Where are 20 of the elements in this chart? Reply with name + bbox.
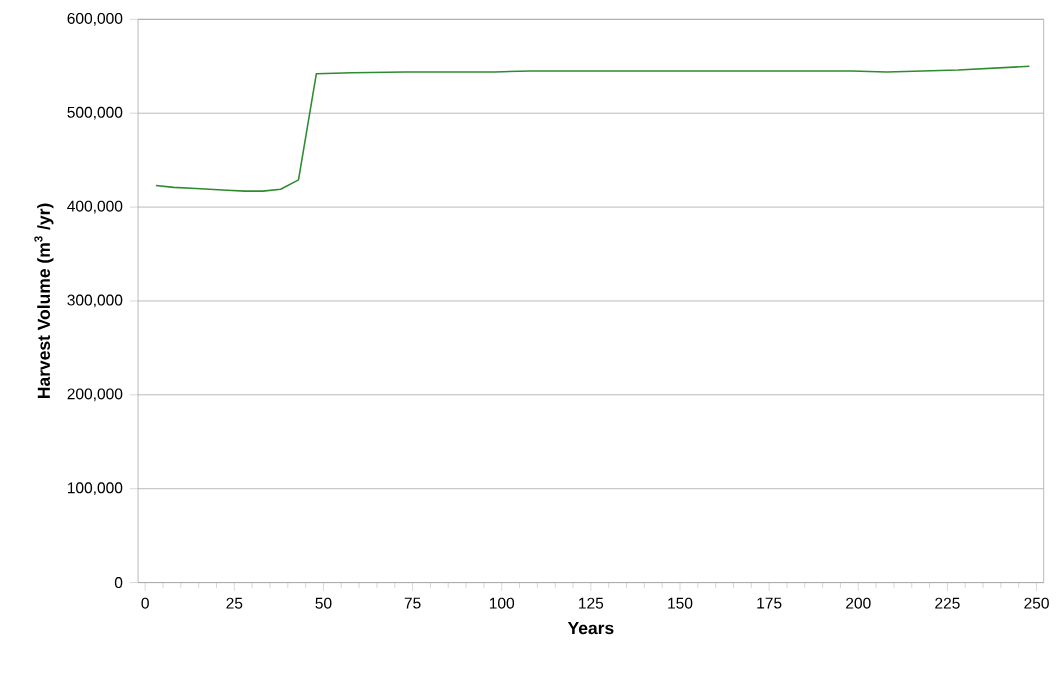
y-tick-label: 500,000: [67, 106, 123, 120]
x-tick-label: 50: [315, 597, 332, 609]
x-tick-label: 25: [226, 597, 243, 609]
y-tick-label: 200,000: [67, 388, 123, 402]
y-tick-label: 100,000: [67, 482, 123, 496]
x-axis-title: Years: [567, 622, 614, 635]
x-tick-label: 0: [141, 597, 149, 609]
x-tick-label: 250: [1024, 597, 1049, 609]
y-axis-title: Harvest Volume (m$^{3}$ /yr): [34, 203, 54, 399]
x-tick-label: 75: [404, 597, 421, 609]
y-tick-label: 300,000: [67, 294, 123, 308]
x-tick-label: 200: [846, 597, 871, 609]
x-tick-label: 150: [668, 597, 693, 609]
x-tick-label: 175: [757, 597, 782, 609]
x-tick-label: 225: [935, 597, 960, 609]
y-tick-label: 0: [114, 577, 123, 589]
x-tick-label: 100: [489, 597, 515, 609]
y-tick-label: 400,000: [67, 200, 123, 214]
x-tick-label: 125: [579, 597, 604, 609]
y-tick-label: 600,000: [67, 13, 123, 26]
